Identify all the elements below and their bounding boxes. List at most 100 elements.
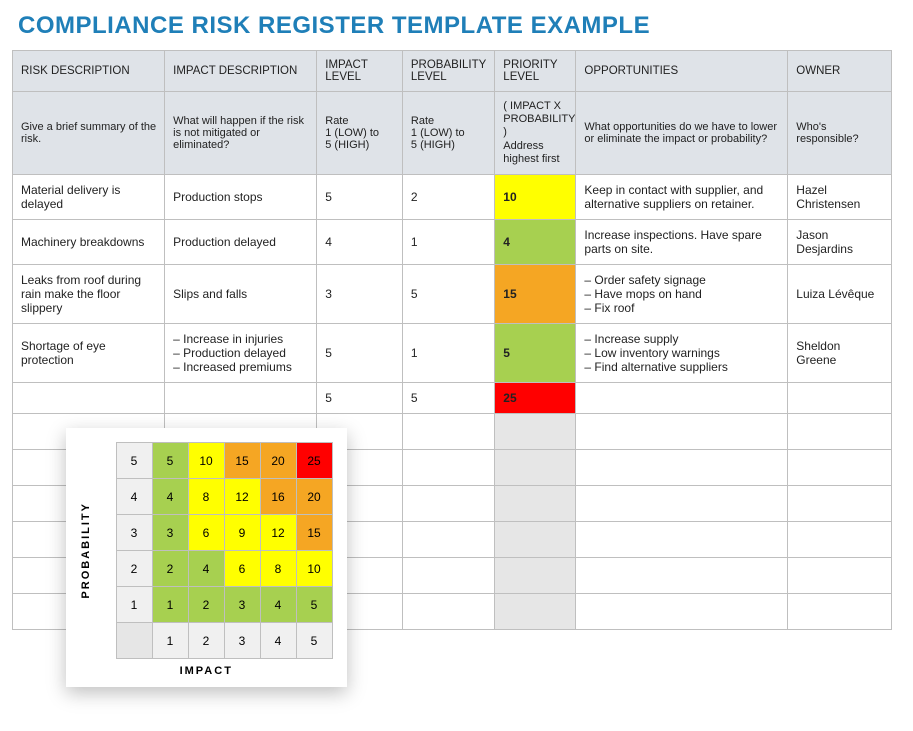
cell-prio: 15 <box>495 264 576 323</box>
cell-risk <box>13 382 165 413</box>
cell-risk: Leaks from roof during rain make the flo… <box>13 264 165 323</box>
cell-risk: Shortage of eye protection <box>13 323 165 382</box>
cell-plev: 1 <box>402 219 494 264</box>
cell-empty <box>495 413 576 449</box>
matrix-cell: 15 <box>224 443 260 479</box>
matrix-xlabel: IMPACT <box>80 659 333 677</box>
matrix-cell: 10 <box>296 551 332 587</box>
cell-plev: 1 <box>402 323 494 382</box>
matrix-cell: 15 <box>296 515 332 551</box>
matrix-y-axis-value: 5 <box>116 443 152 479</box>
cell-empty <box>402 413 494 449</box>
col-subheader-prio: ( IMPACT X PROBABILITY ) Address highest… <box>495 92 576 175</box>
cell-plev: 5 <box>402 264 494 323</box>
cell-empty <box>495 593 576 629</box>
matrix-x-axis-value: 3 <box>224 623 260 659</box>
col-header-plev: PROBABILITY LEVEL <box>402 51 494 92</box>
cell-prio: 10 <box>495 174 576 219</box>
cell-empty <box>576 485 788 521</box>
matrix-cell: 20 <box>260 443 296 479</box>
cell-empty <box>576 449 788 485</box>
col-subheader-ilev: Rate 1 (LOW) to 5 (HIGH) <box>317 92 403 175</box>
cell-empty <box>788 449 892 485</box>
cell-plev: 5 <box>402 382 494 413</box>
cell-empty <box>402 521 494 557</box>
matrix-cell: 9 <box>224 515 260 551</box>
col-subheader-opp: What opportunities do we have to lower o… <box>576 92 788 175</box>
col-subheader-owner: Who's responsible? <box>788 92 892 175</box>
cell-empty <box>495 557 576 593</box>
col-header-opp: OPPORTUNITIES <box>576 51 788 92</box>
cell-ilev: 5 <box>317 382 403 413</box>
matrix-y-axis-value: 4 <box>116 479 152 515</box>
matrix-cell: 4 <box>260 587 296 623</box>
col-subheader-risk: Give a brief summary of the risk. <box>13 92 165 175</box>
matrix-cell: 4 <box>152 479 188 515</box>
cell-owner: Luiza Lévêque <box>788 264 892 323</box>
cell-opp: – Order safety signage – Have mops on ha… <box>576 264 788 323</box>
table-row: Machinery breakdownsProduction delayed41… <box>13 219 892 264</box>
cell-owner <box>788 382 892 413</box>
matrix-x-axis-value: 4 <box>260 623 296 659</box>
matrix-corner-blank <box>116 623 152 659</box>
matrix-ylabel: PROBABILITY <box>80 443 116 659</box>
col-subheader-impact: What will happen if the risk is not miti… <box>165 92 317 175</box>
cell-empty <box>788 557 892 593</box>
cell-empty <box>402 449 494 485</box>
col-header-ilev: IMPACT LEVEL <box>317 51 403 92</box>
col-header-impact: IMPACT DESCRIPTION <box>165 51 317 92</box>
matrix-x-axis-value: 5 <box>296 623 332 659</box>
matrix-cell: 3 <box>224 587 260 623</box>
cell-empty <box>495 485 576 521</box>
cell-empty <box>788 485 892 521</box>
matrix-cell: 12 <box>224 479 260 515</box>
table-row: Leaks from roof during rain make the flo… <box>13 264 892 323</box>
cell-prio: 25 <box>495 382 576 413</box>
cell-empty <box>788 413 892 449</box>
matrix-cell: 6 <box>188 515 224 551</box>
cell-ilev: 5 <box>317 323 403 382</box>
cell-impact: – Increase in injuries – Production dela… <box>165 323 317 382</box>
cell-ilev: 4 <box>317 219 403 264</box>
cell-empty <box>402 557 494 593</box>
cell-empty <box>576 413 788 449</box>
cell-ilev: 5 <box>317 174 403 219</box>
matrix-y-axis-value: 3 <box>116 515 152 551</box>
col-subheader-plev: Rate 1 (LOW) to 5 (HIGH) <box>402 92 494 175</box>
table-header-row: RISK DESCRIPTIONIMPACT DESCRIPTIONIMPACT… <box>13 51 892 92</box>
matrix-cell: 16 <box>260 479 296 515</box>
risk-matrix-card: PROBABILITY55101520254481216203369121522… <box>66 428 347 687</box>
cell-opp: – Increase supply – Low inventory warnin… <box>576 323 788 382</box>
cell-opp: Increase inspections. Have spare parts o… <box>576 219 788 264</box>
matrix-y-axis-value: 2 <box>116 551 152 587</box>
matrix-y-axis-value: 1 <box>116 587 152 623</box>
matrix-cell: 25 <box>296 443 332 479</box>
cell-opp: Keep in contact with supplier, and alter… <box>576 174 788 219</box>
cell-empty <box>576 521 788 557</box>
cell-impact <box>165 382 317 413</box>
table-row: Material delivery is delayedProduction s… <box>13 174 892 219</box>
matrix-cell: 8 <box>188 479 224 515</box>
cell-empty <box>576 593 788 629</box>
matrix-cell: 5 <box>296 587 332 623</box>
cell-impact: Slips and falls <box>165 264 317 323</box>
cell-empty <box>495 449 576 485</box>
cell-empty <box>788 521 892 557</box>
page-title: COMPLIANCE RISK REGISTER TEMPLATE EXAMPL… <box>18 12 901 40</box>
cell-empty <box>788 593 892 629</box>
matrix-x-axis-value: 2 <box>188 623 224 659</box>
col-header-owner: OWNER <box>788 51 892 92</box>
matrix-cell: 3 <box>152 515 188 551</box>
table-row: Shortage of eye protection– Increase in … <box>13 323 892 382</box>
col-header-risk: RISK DESCRIPTION <box>13 51 165 92</box>
matrix-x-axis-value: 1 <box>152 623 188 659</box>
page-container: COMPLIANCE RISK REGISTER TEMPLATE EXAMPL… <box>12 12 901 630</box>
matrix-cell: 2 <box>152 551 188 587</box>
cell-empty <box>402 593 494 629</box>
table-row: 5525 <box>13 382 892 413</box>
matrix-cell: 5 <box>152 443 188 479</box>
matrix-cell: 2 <box>188 587 224 623</box>
matrix-cell: 10 <box>188 443 224 479</box>
cell-ilev: 3 <box>317 264 403 323</box>
matrix-cell: 1 <box>152 587 188 623</box>
